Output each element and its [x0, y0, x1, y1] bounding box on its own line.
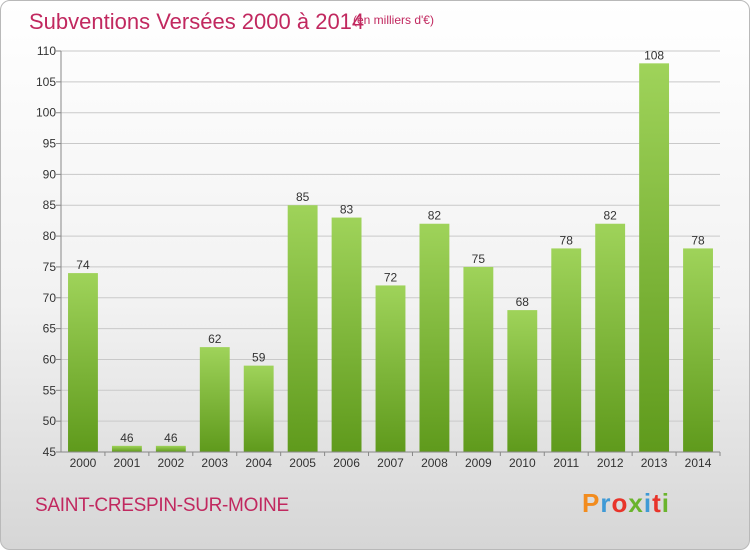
data-label: 108 — [644, 48, 664, 62]
axes — [60, 51, 721, 456]
y-tick-label: 75 — [43, 260, 57, 274]
bar-2013 — [639, 63, 670, 452]
logo-letter: P — [582, 488, 601, 518]
bar-2002 — [155, 445, 186, 452]
data-label: 82 — [603, 209, 617, 223]
proxiti-logo: Proxiti — [582, 488, 670, 519]
logo-letter: t — [652, 488, 662, 518]
data-label: 72 — [384, 270, 398, 284]
x-tick-label: 2000 — [70, 456, 97, 470]
x-tick-label: 2004 — [245, 456, 272, 470]
bar-2008 — [419, 223, 450, 452]
x-tick-label: 2007 — [377, 456, 404, 470]
bar-2004 — [243, 365, 274, 452]
logo-letter: i — [661, 488, 670, 518]
data-label: 78 — [691, 233, 705, 247]
y-tick-label: 65 — [43, 322, 57, 336]
logo-letter: i — [643, 488, 653, 518]
bar-2006 — [331, 217, 362, 452]
y-tick-label: 45 — [43, 445, 57, 459]
y-tick-label: 70 — [43, 291, 57, 305]
x-tick-label: 2006 — [333, 456, 360, 470]
data-label: 75 — [472, 252, 486, 266]
y-tick-labels: 45 50 55 60 65 70 75 80 85 90 95 100 105 110 — [36, 44, 56, 459]
x-tick-label: 2001 — [114, 456, 141, 470]
y-tick-label: 95 — [43, 137, 57, 151]
y-tick-label: 90 — [43, 167, 57, 181]
x-tick-label: 2012 — [597, 456, 624, 470]
data-label: 82 — [428, 209, 442, 223]
x-tick-label: 2008 — [421, 456, 448, 470]
y-tick-label: 80 — [43, 229, 57, 243]
x-tick-label: 2002 — [157, 456, 184, 470]
x-tick-label: 2014 — [685, 456, 712, 470]
commune-name: SAINT-CRESPIN-SUR-MOINE — [35, 495, 289, 516]
bar-2014 — [683, 248, 713, 452]
x-tick-label: 2005 — [289, 456, 316, 470]
bar-2001 — [111, 445, 142, 452]
bars — [68, 63, 713, 452]
x-tick-label: 2009 — [465, 456, 492, 470]
data-labels: 74 46 46 62 59 85 83 72 82 75 68 78 82 108 78 — [76, 48, 705, 444]
bar-2009 — [463, 266, 494, 452]
bar-2005 — [287, 205, 318, 452]
x-tick-label: 2013 — [641, 456, 668, 470]
y-tick-label: 50 — [43, 414, 57, 428]
y-tick-label: 55 — [43, 383, 57, 397]
data-label: 78 — [560, 233, 574, 247]
data-label: 59 — [252, 351, 266, 365]
data-label: 74 — [76, 258, 90, 272]
y-tick-label: 110 — [37, 44, 56, 58]
y-tick-label: 60 — [43, 352, 57, 366]
chart-title: Subventions Versées 2000 à 2014 — [29, 9, 365, 34]
bar-2012 — [595, 223, 626, 452]
logo-letter: r — [600, 488, 612, 518]
data-label: 85 — [296, 190, 310, 204]
y-tick-label: 100 — [36, 106, 56, 120]
data-label: 62 — [208, 332, 222, 346]
x-tick-label: 2011 — [553, 456, 579, 470]
chart-subtitle: (en milliers d'€) — [353, 13, 434, 27]
bar-2000 — [68, 273, 98, 452]
bar-2007 — [375, 285, 406, 452]
data-label: 46 — [164, 431, 178, 445]
data-label: 83 — [340, 203, 354, 217]
x-tick-labels: 2000 2001 2002 2003 2004 2005 2006 2007 2008 2009… — [70, 456, 712, 470]
x-tick-label: 2010 — [509, 456, 536, 470]
y-tick-label: 85 — [43, 198, 57, 212]
logo-letter: x — [628, 488, 644, 518]
logo-letter: o — [611, 488, 629, 518]
y-tick-label: 105 — [36, 75, 56, 89]
bar-2003 — [199, 347, 230, 452]
bar-2011 — [551, 248, 582, 452]
data-label: 46 — [120, 431, 134, 445]
data-label: 68 — [516, 295, 530, 309]
x-tick-label: 2003 — [201, 456, 228, 470]
bar-2010 — [507, 310, 538, 452]
